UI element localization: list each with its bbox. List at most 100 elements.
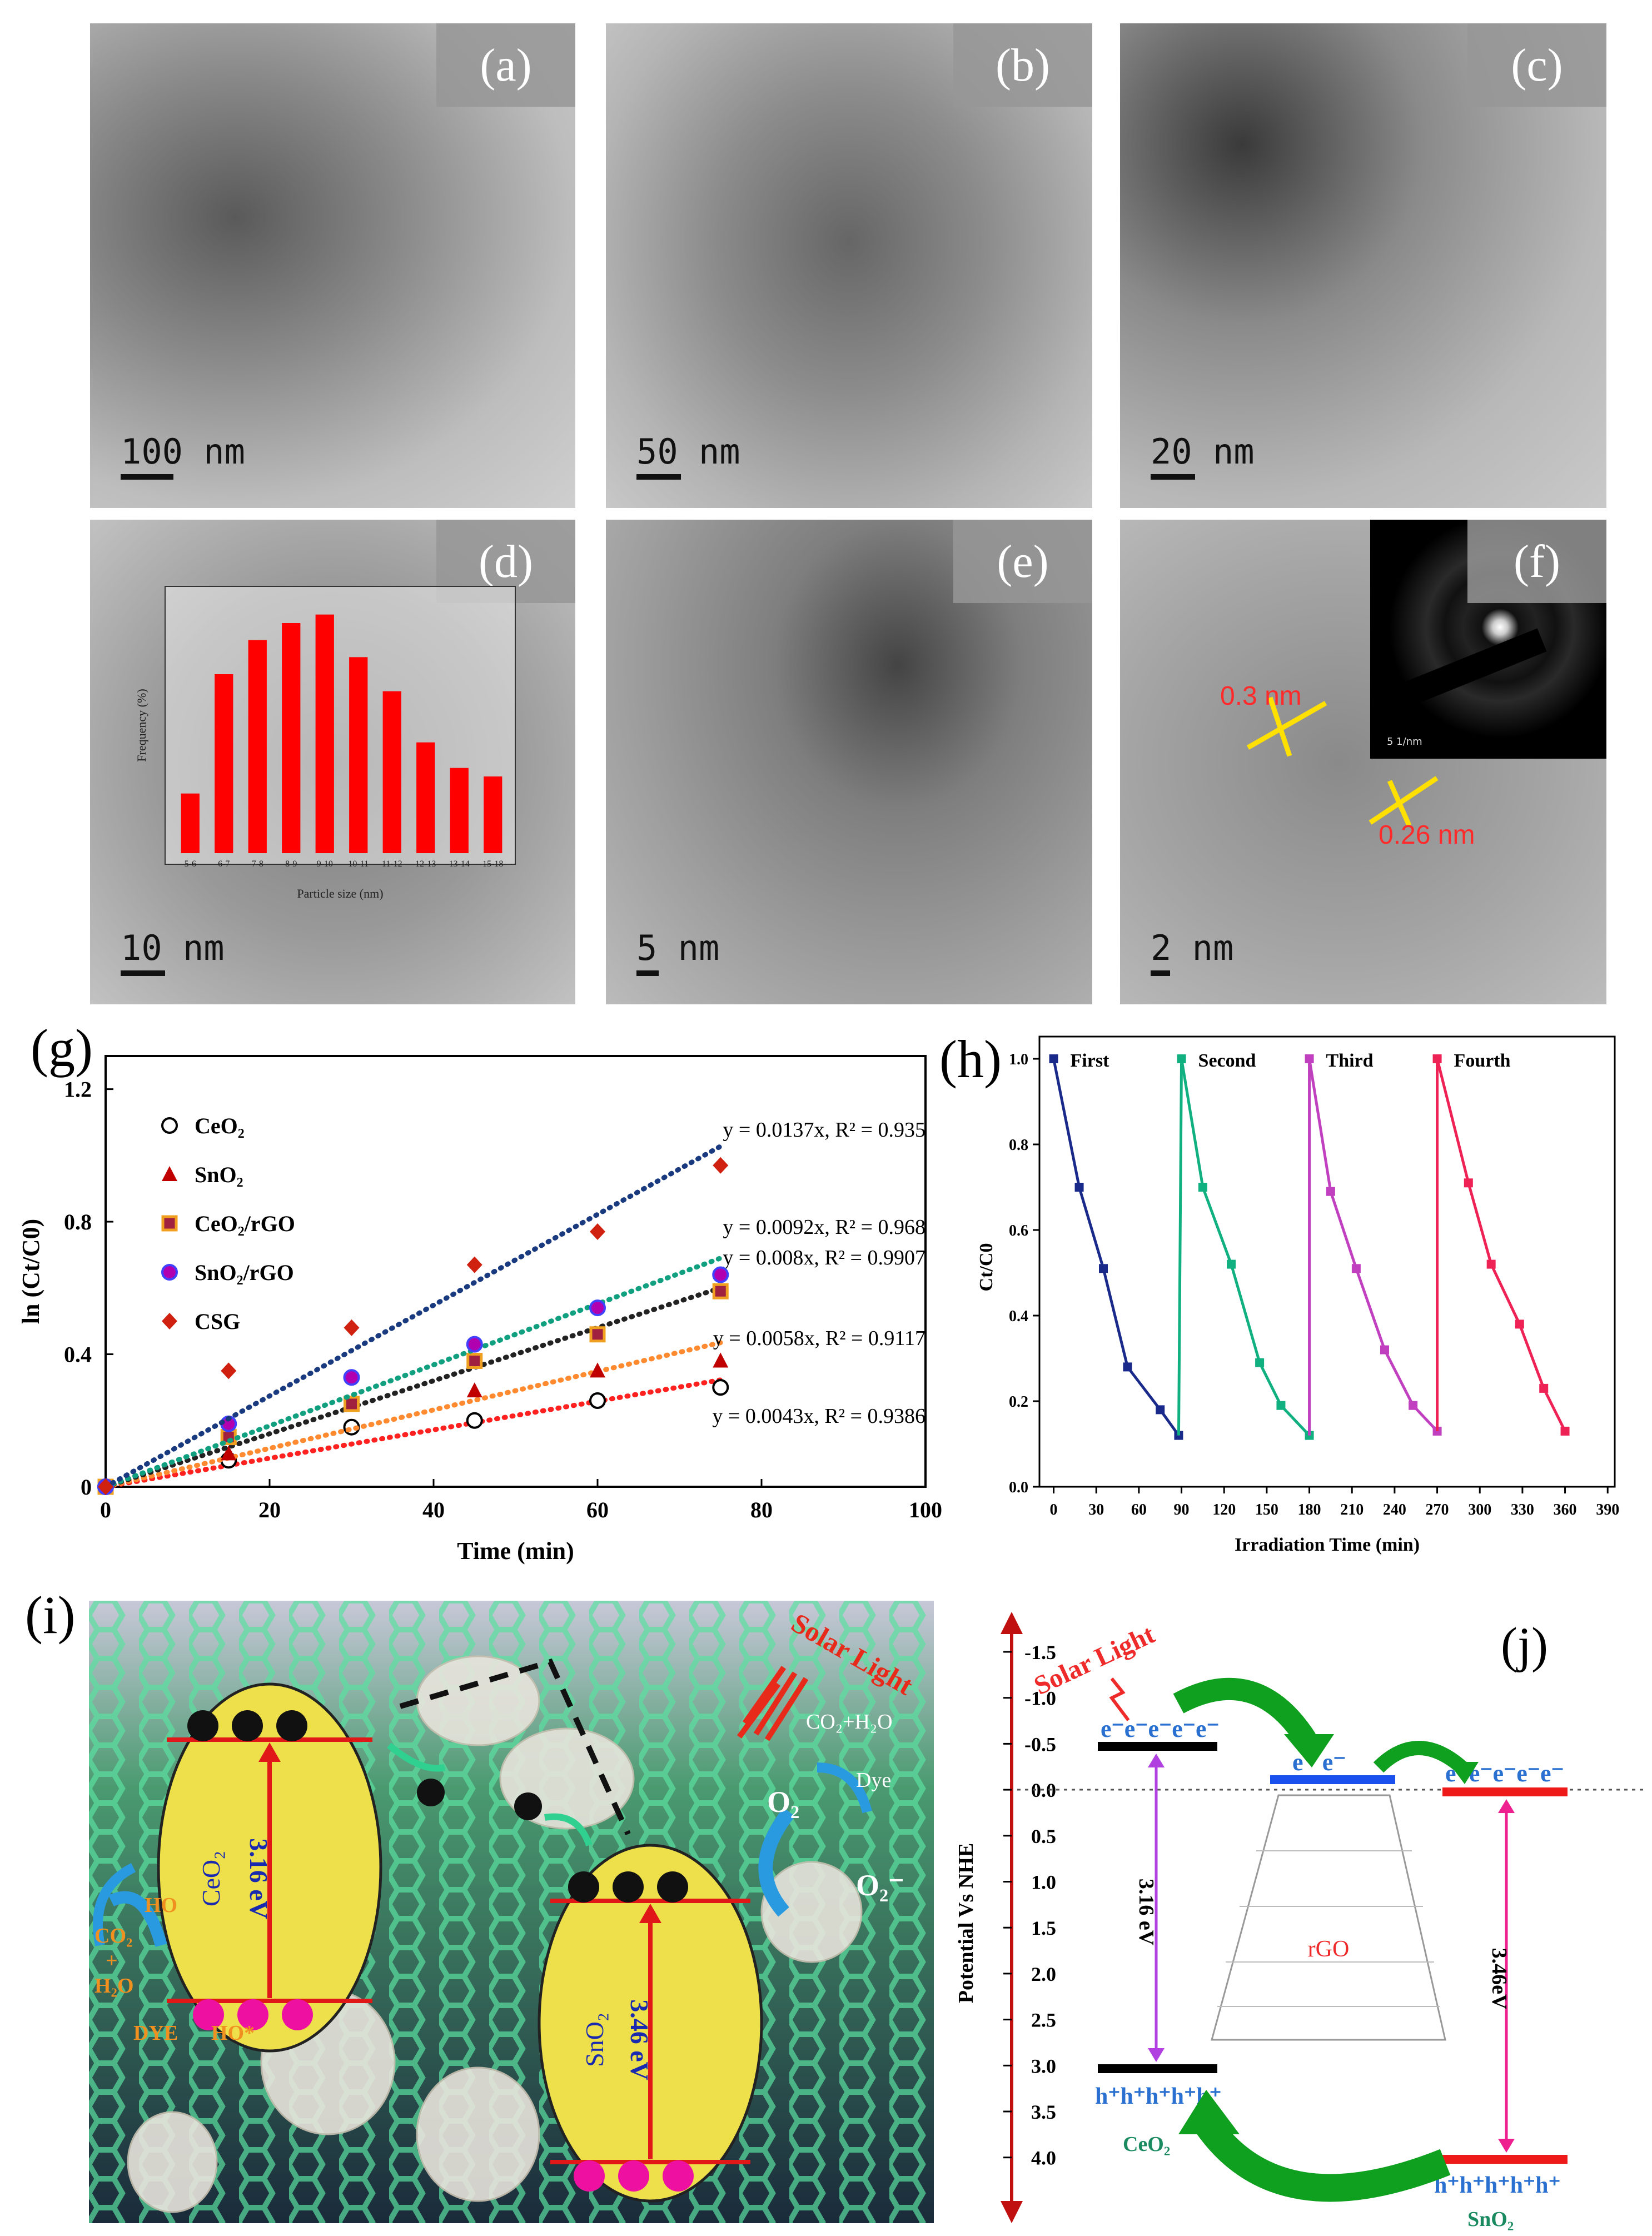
j-tick-label: 0.5 <box>1031 1825 1056 1847</box>
d-spacing-2: 0.26 nm <box>1379 820 1475 850</box>
x-tick-label: 330 <box>1511 1501 1534 1518</box>
gap2-label: 3.46eV <box>1487 1948 1511 2010</box>
y-axis-label: ln (Ct/C0) <box>17 1219 44 1324</box>
data-point <box>1099 1264 1108 1273</box>
data-point <box>712 1379 729 1396</box>
data-point <box>712 1283 729 1299</box>
histogram-bar <box>450 768 469 853</box>
data-point <box>590 1362 605 1378</box>
run-label: Third <box>1326 1050 1374 1071</box>
fit-line <box>103 1143 723 1490</box>
histogram-bar <box>416 742 435 853</box>
histogram-tick: 9-10 <box>317 859 333 869</box>
data-point <box>1305 1054 1314 1063</box>
data-point <box>1174 1431 1183 1440</box>
data-point <box>221 1362 237 1380</box>
ceo2-gap: 3.16 eV <box>245 1838 273 1919</box>
histogram-bar <box>181 793 200 853</box>
data-point <box>1276 1401 1286 1410</box>
j-tick-label: 3.5 <box>1031 2101 1056 2123</box>
panel-label: (c) <box>1467 23 1606 107</box>
legend-marker <box>161 1264 178 1281</box>
ho-radical-label: HO* <box>211 2021 255 2045</box>
data-point <box>589 1326 606 1343</box>
scale-bar: 10 nm <box>121 928 225 976</box>
panel-label: (e) <box>953 520 1092 603</box>
y-tick-label: 0.8 <box>64 1209 92 1234</box>
o2-radical-label: O₂⁻ <box>856 1869 904 1902</box>
data-point <box>1464 1178 1473 1188</box>
data-point <box>1156 1405 1165 1415</box>
data-point <box>1432 1054 1442 1063</box>
histogram-bar <box>382 691 401 853</box>
y-tick-label: 0.8 <box>1009 1137 1028 1154</box>
ceo2-band-label: CeO₂ <box>1123 2133 1170 2156</box>
data-point <box>466 1412 483 1429</box>
h2o-label: H₂O <box>94 1974 134 1998</box>
panel-label: (a) <box>436 23 575 107</box>
data-point <box>712 1266 729 1283</box>
histogram-bar <box>248 640 267 853</box>
scale-bar: 100 nm <box>121 431 245 480</box>
data-point <box>589 1392 606 1409</box>
co2-label: CO₂ <box>94 1924 132 1948</box>
fit-line <box>103 1377 723 1490</box>
panel-j-label: (j) <box>1501 1618 1548 1673</box>
axis-label: Potential Vs NHE <box>954 1843 978 2004</box>
data-point <box>1227 1259 1236 1269</box>
o2-label: O₂ <box>767 1785 799 1819</box>
fit-equation: y = 0.0092x, R² = 0.968 <box>723 1216 925 1239</box>
j-ticks: -1.5-1.0-0.50.00.51.01.52.02.53.03.54.0 <box>1003 1641 1056 2169</box>
legend-label: SnO₂ <box>195 1162 243 1187</box>
tem-panel-f: 5 1/nm (f) 0.3 nm 0.26 nm 2 nm <box>1120 520 1606 1004</box>
tem-panel-d: (d) 10 nm 5-6 6-7 7-8 8-9 9-10 10-11 11-12 12-1… <box>90 520 575 1004</box>
sno2-label: SnO₂ <box>580 2013 609 2067</box>
particle-size-histogram: 5-6 6-7 7-8 8-9 9-10 10-11 11-12 12-13 13-14 15-1… <box>135 586 516 900</box>
lattice-markers <box>1246 696 1439 826</box>
y-tick-label: 0.2 <box>1009 1393 1028 1411</box>
data-point <box>1409 1401 1418 1410</box>
x-tick-label: 100 <box>909 1497 942 1522</box>
x-tick-label: 390 <box>1596 1501 1619 1518</box>
data-point <box>221 1445 237 1461</box>
x-tick-label: 180 <box>1298 1501 1321 1518</box>
x-tick-label: 0 <box>100 1497 111 1522</box>
x-axis-label: Time (min) <box>457 1537 574 1565</box>
legend-label: CeO₂/rGO <box>195 1211 295 1236</box>
y-tick-label: 1.0 <box>1009 1051 1028 1068</box>
x-axis-label: Irradiation Time (min) <box>1235 1535 1420 1555</box>
series-line <box>1180 1058 1311 1437</box>
data-point <box>1326 1187 1335 1196</box>
histogram-bar <box>484 776 502 853</box>
gap1-label: 3.16 eV <box>1134 1879 1158 1946</box>
series-line <box>1052 1058 1180 1437</box>
x-tick-label: 270 <box>1426 1501 1449 1518</box>
x-tick-label: 210 <box>1340 1501 1364 1518</box>
histogram-bar <box>282 623 301 853</box>
tem-panel-b: (b) 50 nm <box>606 23 1092 508</box>
series-line <box>1308 1058 1439 1432</box>
histogram-bar <box>215 674 233 853</box>
panel-label: (b) <box>953 23 1092 107</box>
run-jump <box>1177 1058 1183 1436</box>
scale-bar: 50 nm <box>636 431 740 480</box>
histogram-tick: 8-9 <box>285 859 297 869</box>
series-line <box>1436 1058 1566 1432</box>
data-point <box>1515 1319 1524 1329</box>
lattice-marker-2 <box>1369 776 1439 826</box>
histogram-tick: 11-12 <box>382 859 402 869</box>
fit-line <box>103 1285 723 1490</box>
scale-bar: 5 nm <box>636 928 719 976</box>
scale-bar: 2 nm <box>1151 928 1233 976</box>
histogram-tick: 6-7 <box>218 859 230 869</box>
data-point <box>1486 1259 1496 1269</box>
x-tick-label: 120 <box>1212 1501 1236 1518</box>
data-point <box>590 1223 605 1240</box>
histogram-tick: 10-11 <box>348 859 369 869</box>
x-tick-label: 90 <box>1174 1501 1190 1518</box>
j-tick-label: 2.5 <box>1031 2009 1056 2031</box>
fit-equation: y = 0.008x, R² = 0.9907 <box>723 1246 925 1269</box>
x-tick-label: 60 <box>586 1497 609 1522</box>
data-point <box>1539 1383 1549 1393</box>
tem-panel-c: (c) 20 nm <box>1120 23 1606 508</box>
